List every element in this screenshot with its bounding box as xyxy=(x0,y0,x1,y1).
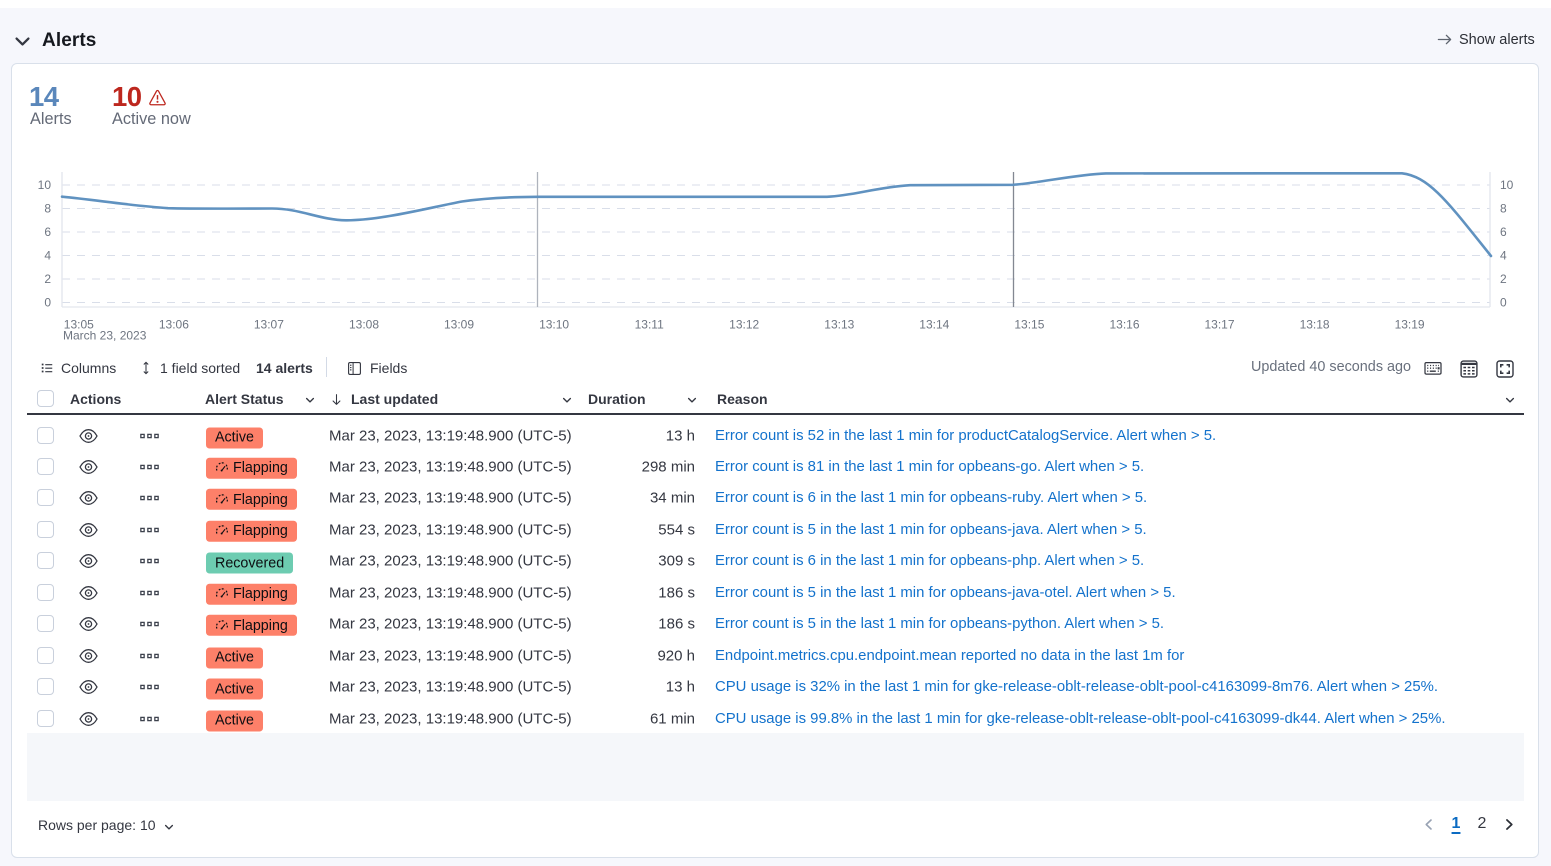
svg-text:March 23, 2023: March 23, 2023 xyxy=(63,329,147,343)
svg-text:13:16: 13:16 xyxy=(1109,318,1139,332)
svg-text:8: 8 xyxy=(1500,202,1507,216)
svg-text:13:19: 13:19 xyxy=(1395,318,1425,332)
svg-text:10: 10 xyxy=(38,178,52,192)
svg-text:13:14: 13:14 xyxy=(919,318,949,332)
svg-text:4: 4 xyxy=(1500,249,1507,263)
svg-text:4: 4 xyxy=(44,249,51,263)
svg-text:13:12: 13:12 xyxy=(729,318,759,332)
svg-text:13:05: 13:05 xyxy=(64,318,94,332)
svg-text:2: 2 xyxy=(1500,272,1507,286)
svg-text:13:17: 13:17 xyxy=(1204,318,1234,332)
svg-text:10: 10 xyxy=(1500,178,1514,192)
svg-text:6: 6 xyxy=(44,225,51,239)
svg-text:13:11: 13:11 xyxy=(635,318,664,332)
svg-text:13:15: 13:15 xyxy=(1014,318,1044,332)
svg-text:13:10: 13:10 xyxy=(539,318,569,332)
svg-text:0: 0 xyxy=(44,296,51,310)
svg-text:6: 6 xyxy=(1500,225,1507,239)
svg-text:0: 0 xyxy=(1500,296,1507,310)
svg-text:13:06: 13:06 xyxy=(159,318,189,332)
svg-text:13:18: 13:18 xyxy=(1300,318,1330,332)
svg-text:13:07: 13:07 xyxy=(254,318,284,332)
svg-text:13:09: 13:09 xyxy=(444,318,474,332)
svg-text:13:13: 13:13 xyxy=(824,318,854,332)
svg-text:2: 2 xyxy=(44,272,51,286)
svg-text:13:08: 13:08 xyxy=(349,318,379,332)
svg-text:8: 8 xyxy=(44,202,51,216)
